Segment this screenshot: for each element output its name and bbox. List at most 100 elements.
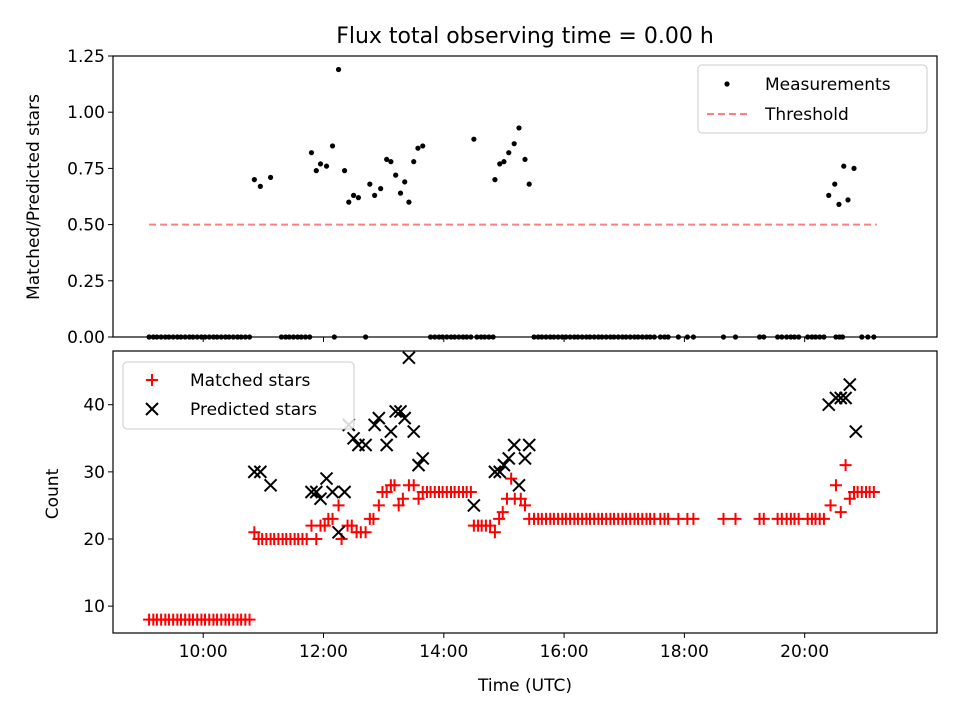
bottom-matched-stars-point: [380, 486, 393, 498]
bottom-predicted-stars-point: [467, 498, 481, 513]
bottom-matched-stars-point: [662, 512, 675, 525]
bottom-xtick-label: 20:00: [780, 642, 829, 662]
top-measurements-point: [308, 150, 315, 156]
bottom-predicted-stars-point: [522, 438, 536, 452]
bottom-matched-stars-point: [824, 499, 837, 512]
legend-matched-label: Matched stars: [190, 371, 310, 391]
bottom-predicted-stars-point: [838, 391, 853, 405]
bottom-xtick-label: 12:00: [299, 642, 348, 662]
bottom-xlabel: Time (UTC): [477, 676, 572, 696]
bottom-predicted-stars-point: [319, 471, 334, 486]
bottom-matched-stars-point: [345, 519, 358, 532]
bottom-predicted-stars-point: [507, 438, 521, 452]
bottom-matched-stars-point: [829, 479, 842, 492]
bottom-matched-stars-point: [488, 526, 501, 539]
top-ytick-label: 0.75: [67, 159, 105, 179]
top-measurements-point: [501, 159, 507, 165]
top-measurements-point: [317, 161, 324, 167]
bottom-predicted-stars-point: [834, 391, 848, 405]
top-measurements-point: [845, 197, 851, 203]
bottom-ytick-label: 20: [83, 530, 105, 550]
bottom-predicted-stars-point: [313, 492, 328, 506]
bottom-predicted-stars-point: [416, 451, 430, 466]
bottom-matched-stars-point: [310, 533, 323, 545]
legend-matched-marker: [146, 374, 158, 386]
top-measurements-point: [516, 125, 522, 131]
bottom-matched-stars-point: [367, 512, 380, 525]
bottom-predicted-stars-point: [304, 485, 319, 499]
bottom-predicted-stars-point: [367, 418, 382, 432]
top-measurements-point: [506, 150, 512, 156]
legend-measurements-label: Measurements: [765, 75, 891, 95]
top-measurements-point: [388, 159, 394, 165]
bottom-matched-stars-point: [392, 499, 405, 512]
bottom-matched-stars-point: [867, 486, 880, 498]
top-legend-frame: [697, 64, 928, 134]
bottom-predicted-stars-point: [512, 478, 526, 492]
bottom-matched-stars-point: [396, 492, 409, 505]
bottom-ylabel: Count: [43, 468, 63, 519]
top-measurements-point: [350, 192, 357, 198]
bottom-matched-stars-point: [839, 459, 852, 472]
bottom-predicted-stars-point: [309, 485, 324, 499]
bottom-predicted-stars-point: [384, 424, 398, 439]
top-measurements-point: [406, 199, 412, 205]
bottom-matched-stars-point: [332, 499, 345, 512]
top-measurements-point: [335, 66, 342, 73]
bottom-predicted-stars-point: [358, 438, 373, 452]
bottom-legend: Matched stars Predicted stars: [122, 361, 355, 430]
top-measurements-point: [420, 143, 426, 149]
bottom-matched-stars-point: [484, 519, 497, 532]
bottom-matched-stars-point: [729, 512, 742, 525]
top-measurements-point: [492, 177, 498, 183]
bottom-matched-stars-point: [359, 526, 372, 539]
bottom-matched-stars-point: [248, 526, 261, 539]
top-measurements-point: [836, 201, 842, 207]
bottom-xtick-label: 16:00: [540, 642, 589, 662]
top-measurements-point: [355, 195, 361, 201]
bottom-predicted-stars-point: [388, 404, 403, 419]
bottom-predicted-stars-point: [253, 465, 268, 479]
bottom-predicted-stars-point: [379, 438, 394, 452]
top-ytick-label: 0.00: [67, 328, 105, 348]
bottom-predicted-stars-point: [337, 485, 352, 499]
bottom-matched-stars-point: [834, 506, 847, 519]
legend-threshold-label: Threshold: [764, 105, 849, 125]
bottom-predicted-stars-point: [849, 424, 863, 439]
legend-measurements-marker: [724, 81, 730, 87]
top-measurements-point: [257, 183, 263, 189]
bottom-predicted-stars-point: [407, 424, 421, 439]
bottom-matched-stars-point: [496, 506, 509, 519]
top-measurements-point: [346, 199, 352, 205]
top-ytick-label: 0.25: [67, 272, 105, 292]
bottom-matched-stars-point: [817, 512, 830, 525]
chart-title: Flux total observing time = 0.00 h: [336, 24, 714, 49]
bottom-predicted-stars-point: [411, 458, 426, 472]
bottom-matched-stars-point: [326, 512, 339, 525]
legend-predicted-marker: [145, 402, 159, 416]
top-measurements-point: [341, 168, 348, 174]
bottom-predicted-stars-point: [502, 451, 516, 466]
bottom-matched-stars-point: [412, 492, 425, 505]
bottom-matched-stars-point: [388, 479, 401, 492]
bottom-ytick-label: 10: [83, 597, 105, 617]
top-measurements-point: [826, 192, 832, 198]
top-measurements-point: [526, 181, 532, 187]
top-measurements-point: [267, 174, 274, 180]
top-measurements-point: [497, 161, 503, 167]
top-measurements-point: [522, 156, 528, 163]
top-axes: 0.00 0.25 0.50 0.75 1.00 1.25: [67, 47, 938, 348]
bottom-axes: 10 20 30 40 10:00 12:00 14:00 16:00 18:00 20:00: [83, 350, 938, 662]
top-axes-frame: [112, 55, 938, 338]
bottom-matched-stars-point: [493, 512, 506, 525]
bottom-legend-frame: [122, 361, 355, 430]
bottom-predicted-stars-point: [263, 478, 278, 492]
bottom-predicted-stars-point: [398, 411, 412, 425]
top-measurements-point: [378, 186, 384, 192]
top-measurements-point: [372, 192, 378, 198]
bottom-matched-stars-point: [464, 486, 477, 498]
bottom-predicted-stars-point: [402, 351, 416, 365]
top-ytick-label: 1.25: [67, 47, 105, 67]
bottom-matched-stars-point: [717, 512, 730, 525]
